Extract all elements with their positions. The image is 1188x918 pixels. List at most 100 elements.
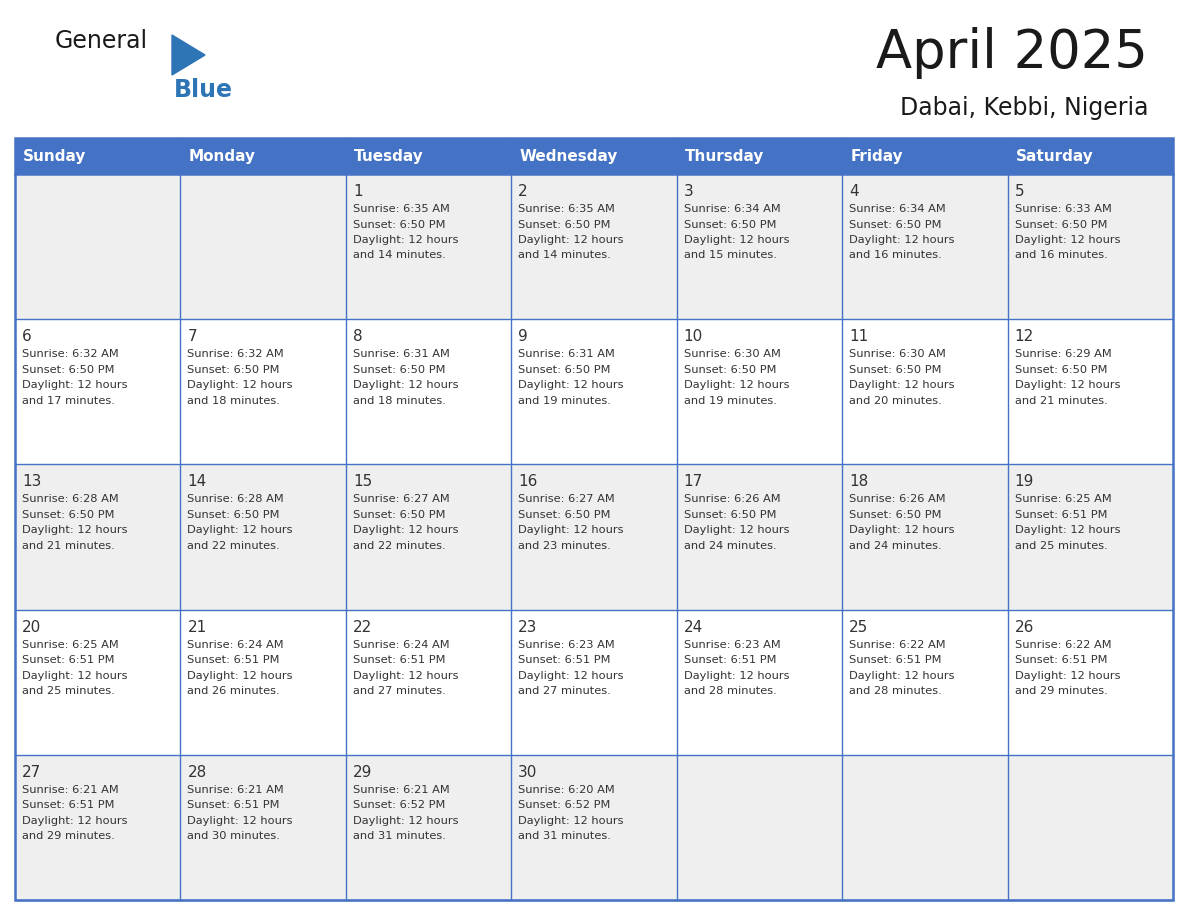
Text: 3: 3 <box>684 184 694 199</box>
Text: Wednesday: Wednesday <box>519 149 618 163</box>
Text: Sunset: 6:50 PM: Sunset: 6:50 PM <box>23 364 114 375</box>
Bar <box>842 755 1007 900</box>
Text: Sunset: 6:51 PM: Sunset: 6:51 PM <box>1015 655 1107 666</box>
Text: Sunrise: 6:35 AM: Sunrise: 6:35 AM <box>518 204 615 214</box>
Text: Sunset: 6:52 PM: Sunset: 6:52 PM <box>353 800 446 811</box>
Text: 9: 9 <box>518 330 527 344</box>
Text: Daylight: 12 hours: Daylight: 12 hours <box>353 816 459 826</box>
Bar <box>511 174 677 319</box>
Text: Sunset: 6:50 PM: Sunset: 6:50 PM <box>353 509 446 520</box>
Text: Daylight: 12 hours: Daylight: 12 hours <box>849 235 955 245</box>
Text: Sunrise: 6:27 AM: Sunrise: 6:27 AM <box>353 495 449 504</box>
Text: Daylight: 12 hours: Daylight: 12 hours <box>188 525 293 535</box>
Text: Daylight: 12 hours: Daylight: 12 hours <box>353 380 459 390</box>
Text: Sunset: 6:51 PM: Sunset: 6:51 PM <box>684 655 776 666</box>
Text: and 24 minutes.: and 24 minutes. <box>684 541 776 551</box>
Text: and 21 minutes.: and 21 minutes. <box>23 541 115 551</box>
Text: Sunrise: 6:23 AM: Sunrise: 6:23 AM <box>518 640 615 650</box>
Text: Sunrise: 6:34 AM: Sunrise: 6:34 AM <box>849 204 946 214</box>
Text: and 15 minutes.: and 15 minutes. <box>684 251 777 261</box>
Text: and 14 minutes.: and 14 minutes. <box>353 251 446 261</box>
Text: and 25 minutes.: and 25 minutes. <box>23 686 115 696</box>
Text: 25: 25 <box>849 620 868 634</box>
Text: 11: 11 <box>849 330 868 344</box>
Text: and 25 minutes.: and 25 minutes. <box>1015 541 1107 551</box>
Bar <box>842 610 1007 755</box>
Bar <box>677 465 842 610</box>
Bar <box>1007 319 1173 465</box>
Text: Sunrise: 6:21 AM: Sunrise: 6:21 AM <box>353 785 449 795</box>
Bar <box>181 319 346 465</box>
Text: Daylight: 12 hours: Daylight: 12 hours <box>353 235 459 245</box>
Text: and 31 minutes.: and 31 minutes. <box>518 832 611 841</box>
Text: Sunset: 6:51 PM: Sunset: 6:51 PM <box>849 655 942 666</box>
Bar <box>1007 174 1173 319</box>
Text: 14: 14 <box>188 475 207 489</box>
Text: 7: 7 <box>188 330 197 344</box>
Text: Daylight: 12 hours: Daylight: 12 hours <box>518 816 624 826</box>
Text: 2: 2 <box>518 184 527 199</box>
Text: Sunset: 6:50 PM: Sunset: 6:50 PM <box>353 364 446 375</box>
Bar <box>181 174 346 319</box>
Text: 15: 15 <box>353 475 372 489</box>
Text: Friday: Friday <box>851 149 903 163</box>
Bar <box>346 755 511 900</box>
Text: and 19 minutes.: and 19 minutes. <box>518 396 611 406</box>
Text: Daylight: 12 hours: Daylight: 12 hours <box>23 816 127 826</box>
Text: 20: 20 <box>23 620 42 634</box>
Text: and 24 minutes.: and 24 minutes. <box>849 541 942 551</box>
Text: Daylight: 12 hours: Daylight: 12 hours <box>23 671 127 680</box>
Text: Sunrise: 6:35 AM: Sunrise: 6:35 AM <box>353 204 450 214</box>
Text: Tuesday: Tuesday <box>354 149 424 163</box>
Bar <box>842 174 1007 319</box>
Text: 1: 1 <box>353 184 362 199</box>
Text: Sunrise: 6:24 AM: Sunrise: 6:24 AM <box>353 640 449 650</box>
Text: Sunset: 6:50 PM: Sunset: 6:50 PM <box>849 219 942 230</box>
Bar <box>15 610 181 755</box>
Bar <box>1007 610 1173 755</box>
Text: 22: 22 <box>353 620 372 634</box>
Text: Daylight: 12 hours: Daylight: 12 hours <box>849 380 955 390</box>
Text: Daylight: 12 hours: Daylight: 12 hours <box>1015 235 1120 245</box>
Text: Daylight: 12 hours: Daylight: 12 hours <box>1015 525 1120 535</box>
Text: Saturday: Saturday <box>1016 149 1093 163</box>
Bar <box>346 174 511 319</box>
Text: 24: 24 <box>684 620 703 634</box>
Text: Sunset: 6:50 PM: Sunset: 6:50 PM <box>1015 364 1107 375</box>
Text: Sunset: 6:51 PM: Sunset: 6:51 PM <box>1015 509 1107 520</box>
Text: Daylight: 12 hours: Daylight: 12 hours <box>23 380 127 390</box>
Text: Daylight: 12 hours: Daylight: 12 hours <box>849 671 955 680</box>
Text: and 22 minutes.: and 22 minutes. <box>353 541 446 551</box>
Polygon shape <box>172 35 206 75</box>
Text: Sunrise: 6:34 AM: Sunrise: 6:34 AM <box>684 204 781 214</box>
Text: 19: 19 <box>1015 475 1034 489</box>
Text: and 27 minutes.: and 27 minutes. <box>353 686 446 696</box>
Text: Sunset: 6:50 PM: Sunset: 6:50 PM <box>684 509 776 520</box>
Text: Daylight: 12 hours: Daylight: 12 hours <box>684 380 789 390</box>
Text: Sunrise: 6:24 AM: Sunrise: 6:24 AM <box>188 640 284 650</box>
Text: 27: 27 <box>23 765 42 779</box>
Text: Daylight: 12 hours: Daylight: 12 hours <box>353 525 459 535</box>
Text: Daylight: 12 hours: Daylight: 12 hours <box>188 380 293 390</box>
Text: Sunset: 6:51 PM: Sunset: 6:51 PM <box>23 655 114 666</box>
Text: Sunset: 6:50 PM: Sunset: 6:50 PM <box>353 219 446 230</box>
Bar <box>15 138 1173 900</box>
Text: Daylight: 12 hours: Daylight: 12 hours <box>23 525 127 535</box>
Text: Sunrise: 6:30 AM: Sunrise: 6:30 AM <box>684 349 781 359</box>
Bar <box>511 465 677 610</box>
Text: and 14 minutes.: and 14 minutes. <box>518 251 611 261</box>
Text: Daylight: 12 hours: Daylight: 12 hours <box>1015 380 1120 390</box>
Bar <box>842 465 1007 610</box>
Bar <box>842 319 1007 465</box>
Text: April 2025: April 2025 <box>876 27 1148 79</box>
Text: 26: 26 <box>1015 620 1034 634</box>
Bar <box>181 610 346 755</box>
Text: Sunset: 6:51 PM: Sunset: 6:51 PM <box>188 800 280 811</box>
Text: and 28 minutes.: and 28 minutes. <box>684 686 777 696</box>
Text: 8: 8 <box>353 330 362 344</box>
Text: and 21 minutes.: and 21 minutes. <box>1015 396 1107 406</box>
Text: Sunrise: 6:21 AM: Sunrise: 6:21 AM <box>23 785 119 795</box>
Text: Sunrise: 6:28 AM: Sunrise: 6:28 AM <box>188 495 284 504</box>
Text: 18: 18 <box>849 475 868 489</box>
Text: Sunrise: 6:28 AM: Sunrise: 6:28 AM <box>23 495 119 504</box>
